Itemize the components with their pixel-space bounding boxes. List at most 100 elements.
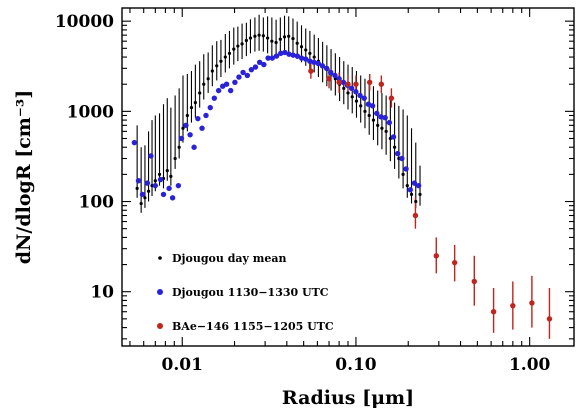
data-point: [232, 47, 236, 51]
data-point: [303, 56, 309, 62]
data-point: [359, 104, 363, 108]
y-tick-label: 10: [90, 283, 114, 303]
data-point: [257, 33, 261, 37]
data-point: [207, 104, 213, 111]
data-point: [177, 145, 181, 149]
data-point: [433, 253, 439, 259]
data-point: [198, 91, 202, 95]
data-point: [412, 212, 419, 219]
data-point: [407, 187, 413, 193]
data-point: [265, 36, 270, 40]
data-point: [290, 52, 296, 58]
data-point: [363, 109, 367, 113]
data-point: [240, 69, 246, 76]
data-point: [236, 74, 242, 80]
data-point: [315, 60, 321, 67]
data-point: [157, 176, 164, 183]
data-point: [388, 95, 395, 101]
data-point: [278, 37, 282, 41]
data-point: [223, 81, 230, 87]
data-point: [135, 178, 142, 184]
data-point: [203, 112, 209, 119]
data-point: [294, 53, 301, 59]
data-point: [350, 95, 354, 99]
data-point: [265, 55, 271, 61]
data-point: [202, 82, 206, 86]
data-point: [219, 59, 223, 63]
data-point: [173, 156, 177, 161]
data-point: [252, 64, 259, 70]
data-point: [298, 55, 305, 61]
data-point: [394, 150, 401, 157]
data-point: [390, 134, 397, 140]
data-point: [382, 115, 388, 121]
data-point: [146, 189, 151, 193]
data-point: [270, 39, 274, 43]
data-point: [143, 196, 147, 200]
data-point: [323, 65, 330, 72]
data-point: [401, 172, 405, 176]
data-point: [374, 110, 380, 117]
data-point: [215, 87, 222, 94]
data-point: [361, 95, 367, 101]
data-point: [181, 126, 185, 130]
data-point: [367, 113, 371, 118]
data-point: [291, 37, 295, 41]
data-point: [175, 182, 182, 189]
data-point: [240, 42, 244, 46]
data-point: [510, 302, 516, 309]
data-point: [183, 122, 189, 129]
data-point: [286, 51, 292, 57]
data-point: [308, 51, 312, 55]
data-point: [357, 92, 363, 99]
data-point: [189, 106, 194, 110]
data-point: [376, 123, 380, 127]
data-point: [223, 55, 227, 59]
data-point: [546, 316, 553, 322]
data-point: [261, 34, 265, 38]
data-point: [409, 192, 414, 196]
data-point: [336, 79, 342, 85]
data-point: [345, 81, 351, 87]
data-point: [131, 139, 138, 146]
data-point: [248, 36, 253, 40]
data-point: [340, 79, 347, 85]
data-point: [139, 191, 146, 198]
data-point: [304, 48, 308, 52]
data-point: [405, 184, 409, 188]
data-point: [529, 300, 535, 306]
data-point: [185, 113, 189, 118]
data-point: [367, 79, 373, 85]
y-tick-label: 10000: [55, 12, 114, 32]
data-point: [166, 185, 172, 192]
data-point: [193, 101, 197, 105]
data-point: [490, 309, 497, 315]
data-point: [210, 69, 214, 73]
data-point: [414, 199, 418, 204]
data-point: [153, 179, 157, 183]
data-point: [332, 72, 338, 79]
x-tick-label: 1.00: [509, 355, 551, 375]
data-point: [371, 118, 376, 122]
data-point: [403, 166, 409, 172]
data-point: [384, 129, 388, 133]
data-point: [278, 50, 284, 57]
x-axis-label: Radius [μm]: [282, 387, 414, 409]
data-point: [152, 182, 159, 189]
data-point: [369, 103, 376, 109]
data-point: [295, 41, 299, 45]
data-point: [353, 89, 359, 95]
data-point: [311, 59, 317, 65]
data-point: [312, 55, 316, 59]
data-point: [232, 79, 238, 85]
x-tick-label: 0.01: [162, 355, 203, 375]
data-point: [199, 125, 205, 131]
data-point: [307, 58, 313, 64]
y-tick-label: 100: [79, 193, 115, 213]
data-point: [169, 195, 176, 201]
data-point: [248, 66, 255, 73]
data-point: [326, 76, 332, 82]
data-point: [169, 174, 173, 178]
data-point: [392, 145, 397, 149]
